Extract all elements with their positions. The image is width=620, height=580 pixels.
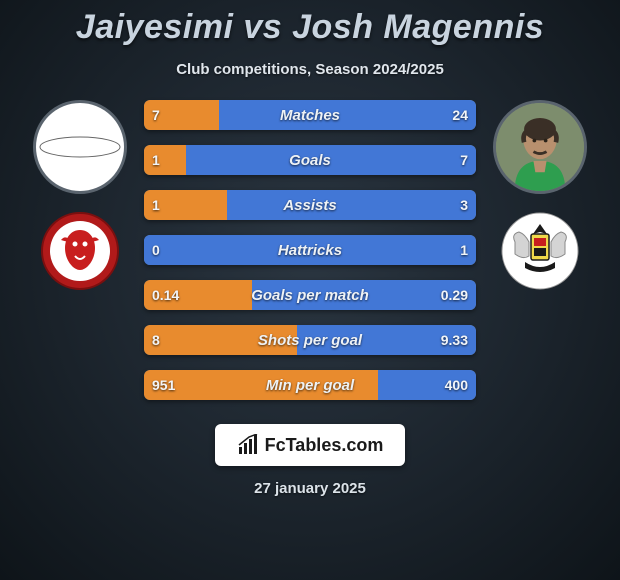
- stat-fill-right: [144, 235, 476, 265]
- stat-fill-right: [252, 280, 476, 310]
- page-title: Jaiyesimi vs Josh Magennis: [0, 0, 620, 47]
- brand-label: FcTables.com: [265, 435, 384, 456]
- stat-bars: 724Matches 17Goals 13Assists 01Hattricks 0.1…: [140, 100, 480, 400]
- stat-fill-left: [144, 280, 252, 310]
- right-club-crest: [501, 212, 579, 290]
- brand-chart-icon: [237, 434, 259, 456]
- date-label: 27 january 2025: [254, 480, 366, 497]
- footer: FcTables.com 27 january 2025: [0, 424, 620, 497]
- left-club-crest: [41, 212, 119, 290]
- left-player-avatar: [33, 100, 127, 194]
- brand-badge: FcTables.com: [215, 424, 406, 466]
- left-player-column: [20, 100, 140, 290]
- stat-row: 13Assists: [144, 190, 476, 220]
- right-player-column: [480, 100, 600, 290]
- leyton-orient-crest-icon: [41, 212, 119, 290]
- stat-row: 724Matches: [144, 100, 476, 130]
- stat-fill-left: [144, 325, 297, 355]
- placeholder-avatar-icon: [38, 135, 122, 159]
- stat-row: 951400Min per goal: [144, 370, 476, 400]
- stat-fill-left: [144, 145, 186, 175]
- right-player-avatar: [493, 100, 587, 194]
- player-photo-icon: [496, 100, 584, 194]
- stat-row: 17Goals: [144, 145, 476, 175]
- stat-fill-right: [186, 145, 477, 175]
- stat-row: 89.33Shots per goal: [144, 325, 476, 355]
- stat-fill-left: [144, 190, 227, 220]
- subtitle: Club competitions, Season 2024/2025: [0, 61, 620, 78]
- stat-row: 01Hattricks: [144, 235, 476, 265]
- exeter-city-crest-icon: [501, 212, 579, 290]
- stat-row: 0.140.29Goals per match: [144, 280, 476, 310]
- stat-fill-right: [219, 100, 476, 130]
- stat-fill-left: [144, 370, 378, 400]
- stat-fill-right: [378, 370, 476, 400]
- stat-fill-left: [144, 100, 219, 130]
- stat-fill-right: [297, 325, 476, 355]
- stat-fill-right: [227, 190, 476, 220]
- comparison-panel: 724Matches 17Goals 13Assists 01Hattricks 0.1…: [0, 100, 620, 400]
